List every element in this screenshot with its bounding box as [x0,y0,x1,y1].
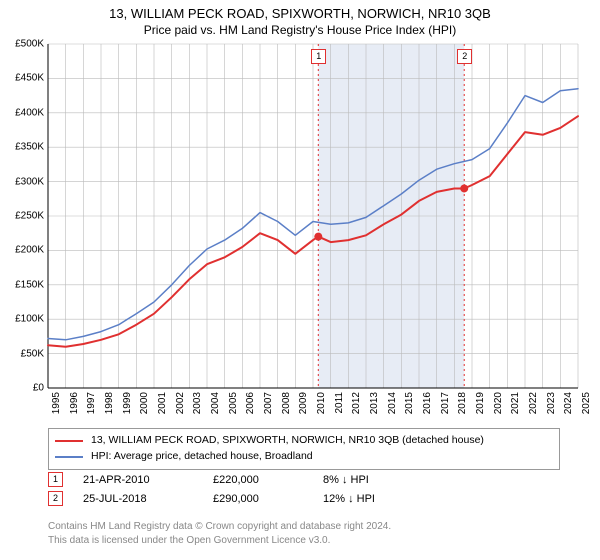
sale-marker: 1 [48,472,63,487]
legend-label: 13, WILLIAM PECK ROAD, SPIXWORTH, NORWIC… [91,433,484,449]
x-tick-label: 1995 [51,392,62,414]
x-tick-label: 2014 [387,392,398,414]
x-tick-label: 2025 [581,392,592,414]
x-tick-label: 2011 [334,392,345,414]
y-tick-label: £400K [0,107,44,118]
x-tick-label: 2012 [351,392,362,414]
sale-row: 2 25-JUL-2018£290,00012% ↓ HPI [48,491,423,506]
x-tick-label: 2022 [528,392,539,414]
sale-date: 25-JUL-2018 [83,493,213,505]
y-tick-label: £500K [0,39,44,50]
line-chart [0,0,600,391]
chart-marker-1: 1 [311,49,326,64]
sale-diff: 8% ↓ HPI [323,474,423,486]
x-tick-label: 2021 [510,392,521,414]
legend-swatch [55,440,83,442]
legend-label: HPI: Average price, detached house, Broa… [91,449,313,465]
x-tick-label: 1998 [104,392,115,414]
x-tick-label: 2003 [192,392,203,414]
x-tick-label: 1997 [86,392,97,414]
y-tick-label: £100K [0,314,44,325]
y-tick-label: £450K [0,73,44,84]
x-tick-label: 2013 [369,392,380,414]
footer-line-1: Contains HM Land Registry data © Crown c… [48,520,391,534]
sales-table: 1 21-APR-2010£220,0008% ↓ HPI 2 25-JUL-2018… [48,472,423,510]
x-tick-label: 2005 [228,392,239,414]
x-tick-label: 2002 [175,392,186,414]
sale-price: £290,000 [213,493,323,505]
x-tick-label: 2015 [404,392,415,414]
x-tick-label: 2019 [475,392,486,414]
chart-container: 13, WILLIAM PECK ROAD, SPIXWORTH, NORWIC… [0,0,600,560]
y-tick-label: £200K [0,245,44,256]
x-tick-label: 2018 [457,392,468,414]
footer-attribution: Contains HM Land Registry data © Crown c… [48,520,391,547]
x-tick-label: 2000 [139,392,150,414]
legend-swatch [55,456,83,458]
x-tick-label: 2004 [210,392,221,414]
x-tick-label: 2023 [546,392,557,414]
legend-item: 13, WILLIAM PECK ROAD, SPIXWORTH, NORWIC… [55,433,553,449]
x-tick-label: 2007 [263,392,274,414]
legend: 13, WILLIAM PECK ROAD, SPIXWORTH, NORWIC… [48,428,560,470]
x-tick-label: 2006 [245,392,256,414]
y-tick-label: £50K [0,348,44,359]
footer-line-2: This data is licensed under the Open Gov… [48,534,391,548]
sale-date: 21-APR-2010 [83,474,213,486]
y-tick-label: £150K [0,279,44,290]
x-tick-label: 2016 [422,392,433,414]
x-tick-label: 1999 [122,392,133,414]
chart-marker-2: 2 [457,49,472,64]
x-tick-label: 2010 [316,392,327,414]
x-tick-label: 2017 [440,392,451,414]
x-tick-label: 2008 [281,392,292,414]
y-tick-label: £300K [0,176,44,187]
sale-row: 1 21-APR-2010£220,0008% ↓ HPI [48,472,423,487]
legend-item: HPI: Average price, detached house, Broa… [55,449,553,465]
y-tick-label: £0 [0,383,44,394]
x-tick-label: 2001 [157,392,168,414]
y-tick-label: £250K [0,211,44,222]
sale-diff: 12% ↓ HPI [323,493,423,505]
sale-marker: 2 [48,491,63,506]
y-tick-label: £350K [0,142,44,153]
sale-price: £220,000 [213,474,323,486]
x-tick-label: 2009 [298,392,309,414]
x-tick-label: 2024 [563,392,574,414]
x-tick-label: 2020 [493,392,504,414]
x-tick-label: 1996 [69,392,80,414]
